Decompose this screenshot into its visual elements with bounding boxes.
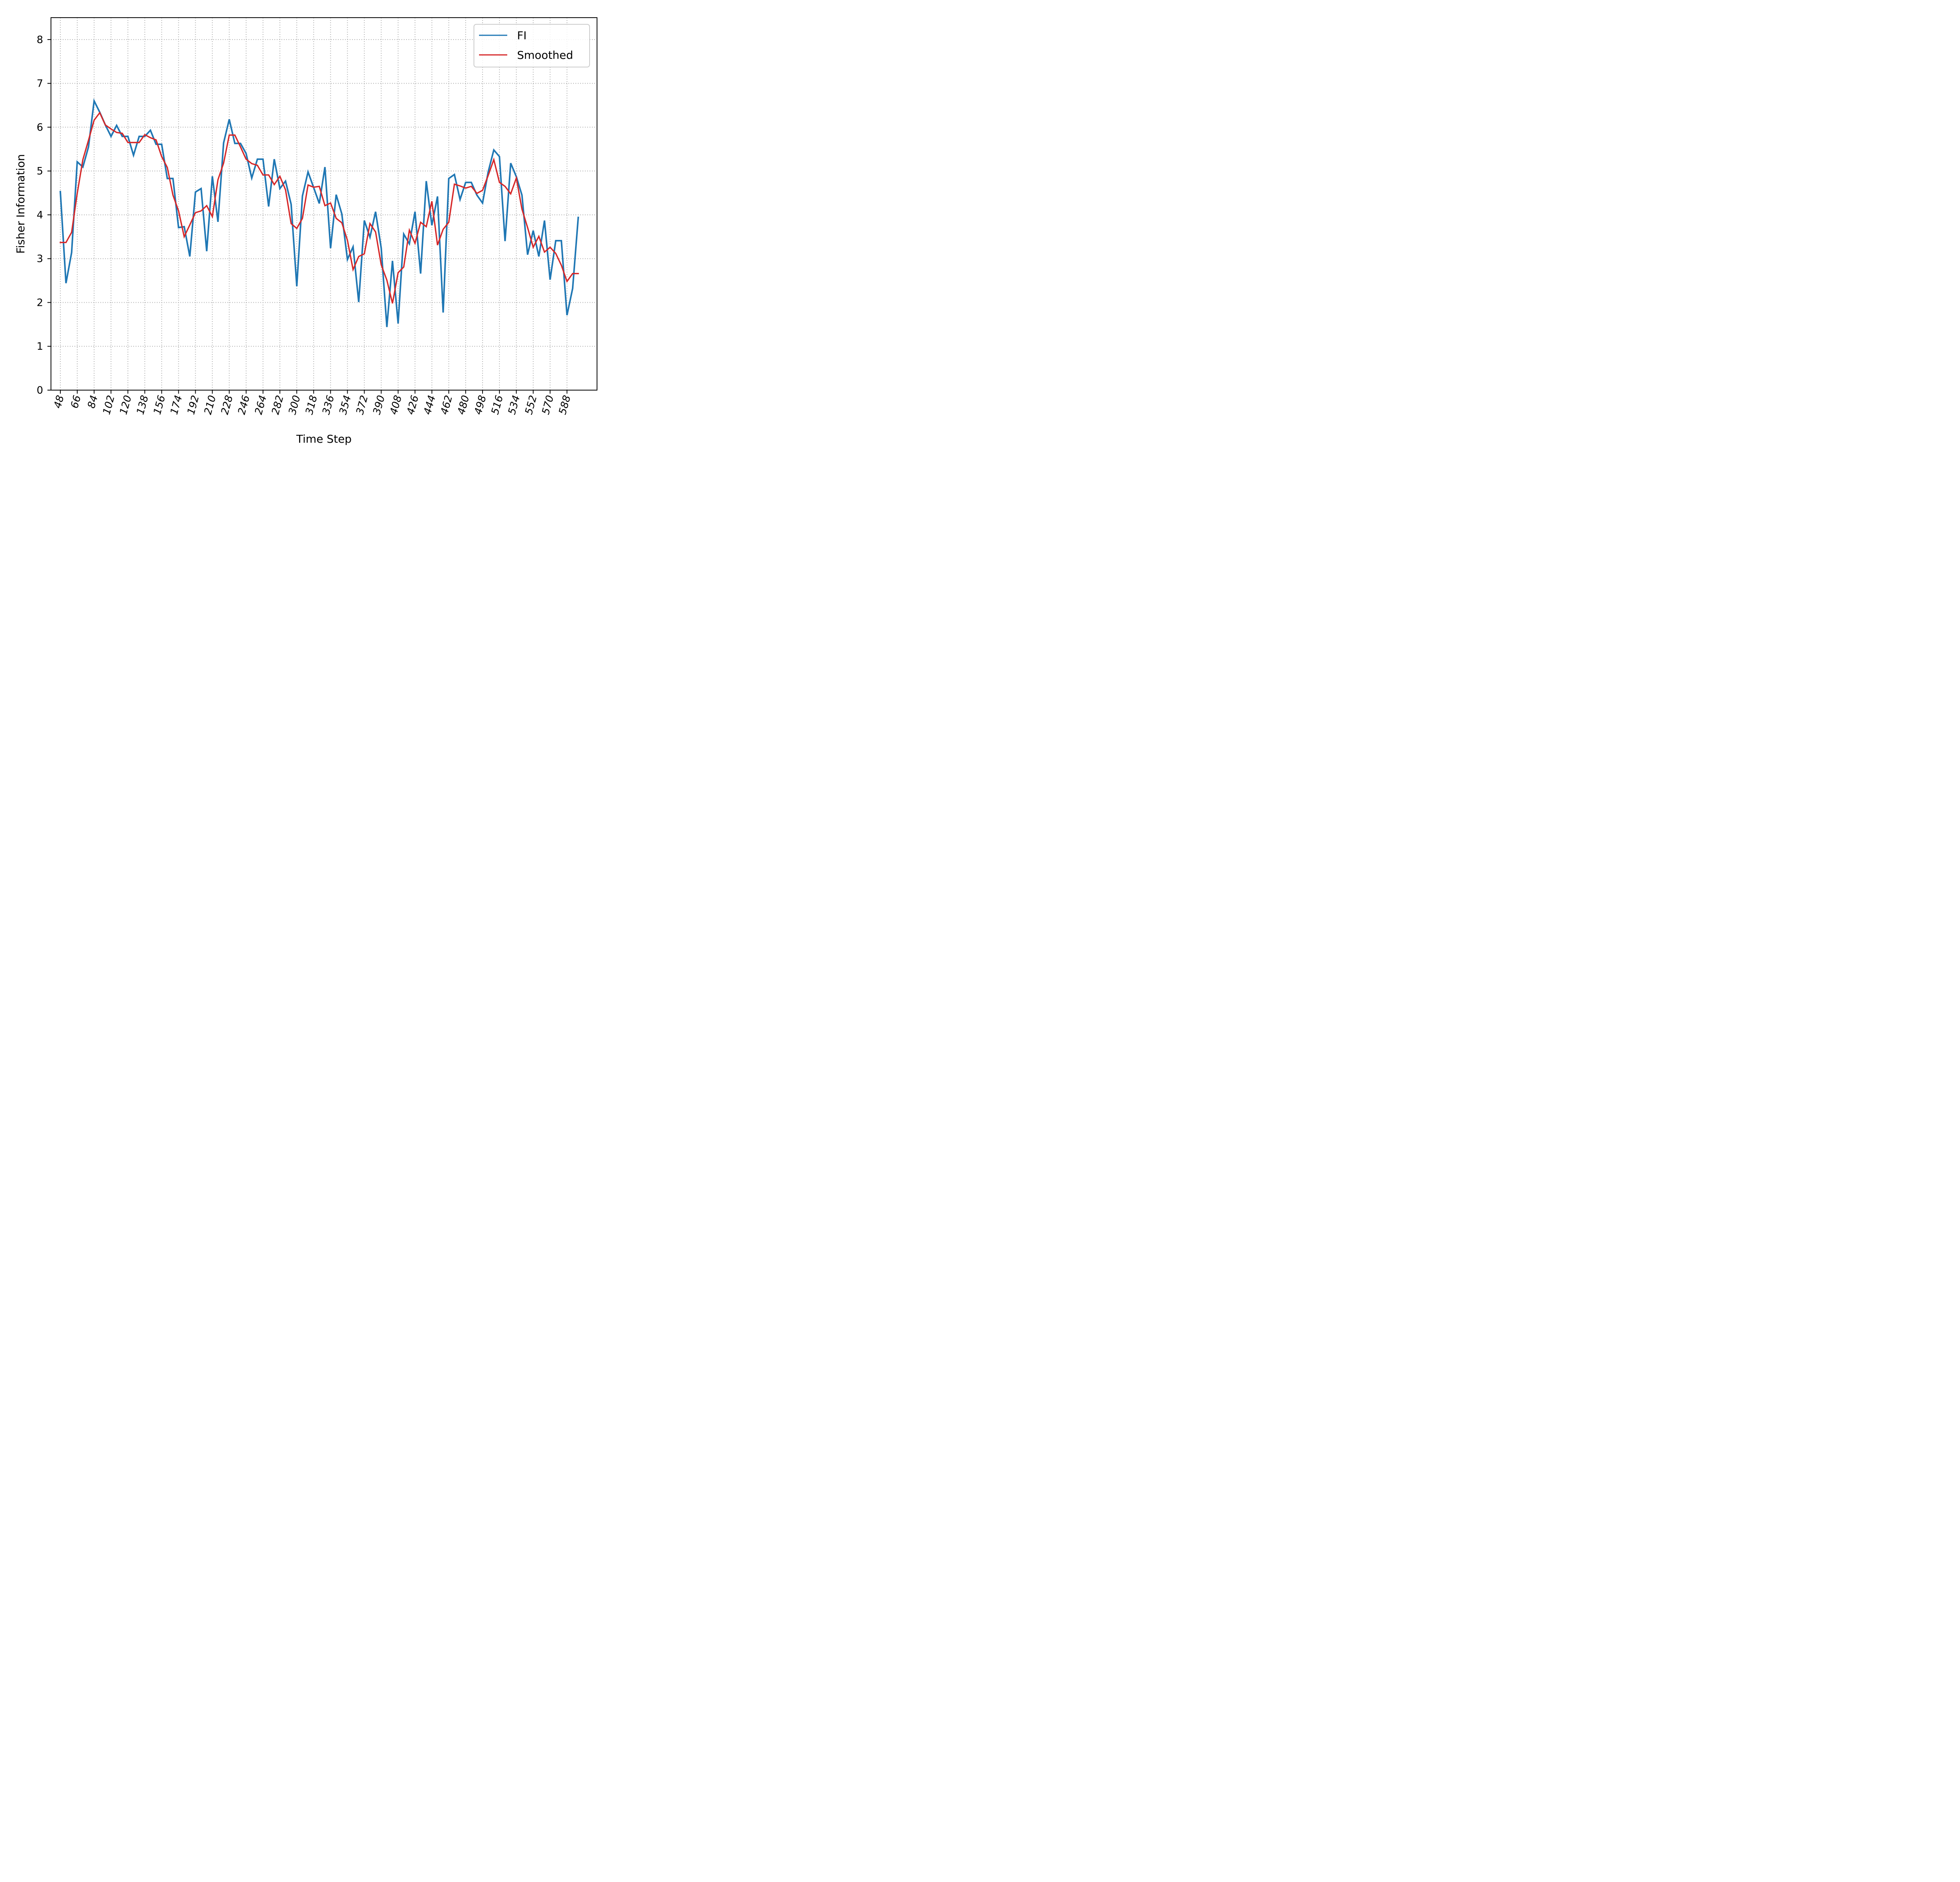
y-tick-label-0: 0 (36, 385, 43, 396)
x-axis-label: Time Step (296, 432, 352, 445)
y-tick-label-6: 6 (36, 122, 43, 133)
y-tick-label-7: 7 (36, 78, 43, 90)
y-axis-label: Fisher Information (14, 154, 27, 254)
y-tick-label-1: 1 (36, 341, 43, 352)
y-axis: 0 1 2 3 4 5 6 7 8 (36, 34, 51, 396)
plot-frame (51, 17, 597, 391)
series-layer (59, 98, 579, 327)
y-tick-label-4: 4 (36, 209, 43, 221)
series-line-fi (59, 98, 579, 327)
y-tick-label-8: 8 (36, 34, 43, 46)
y-tick-label-3: 3 (36, 253, 43, 265)
legend: FI Smoothed (474, 24, 590, 67)
chart-background (0, 0, 615, 461)
y-tick-label-2: 2 (36, 297, 43, 309)
series-line-smoothed (60, 111, 579, 304)
legend-label-smoothed: Smoothed (517, 49, 573, 62)
y-tick-label-5: 5 (36, 165, 43, 177)
legend-label-fi: FI (517, 29, 526, 42)
